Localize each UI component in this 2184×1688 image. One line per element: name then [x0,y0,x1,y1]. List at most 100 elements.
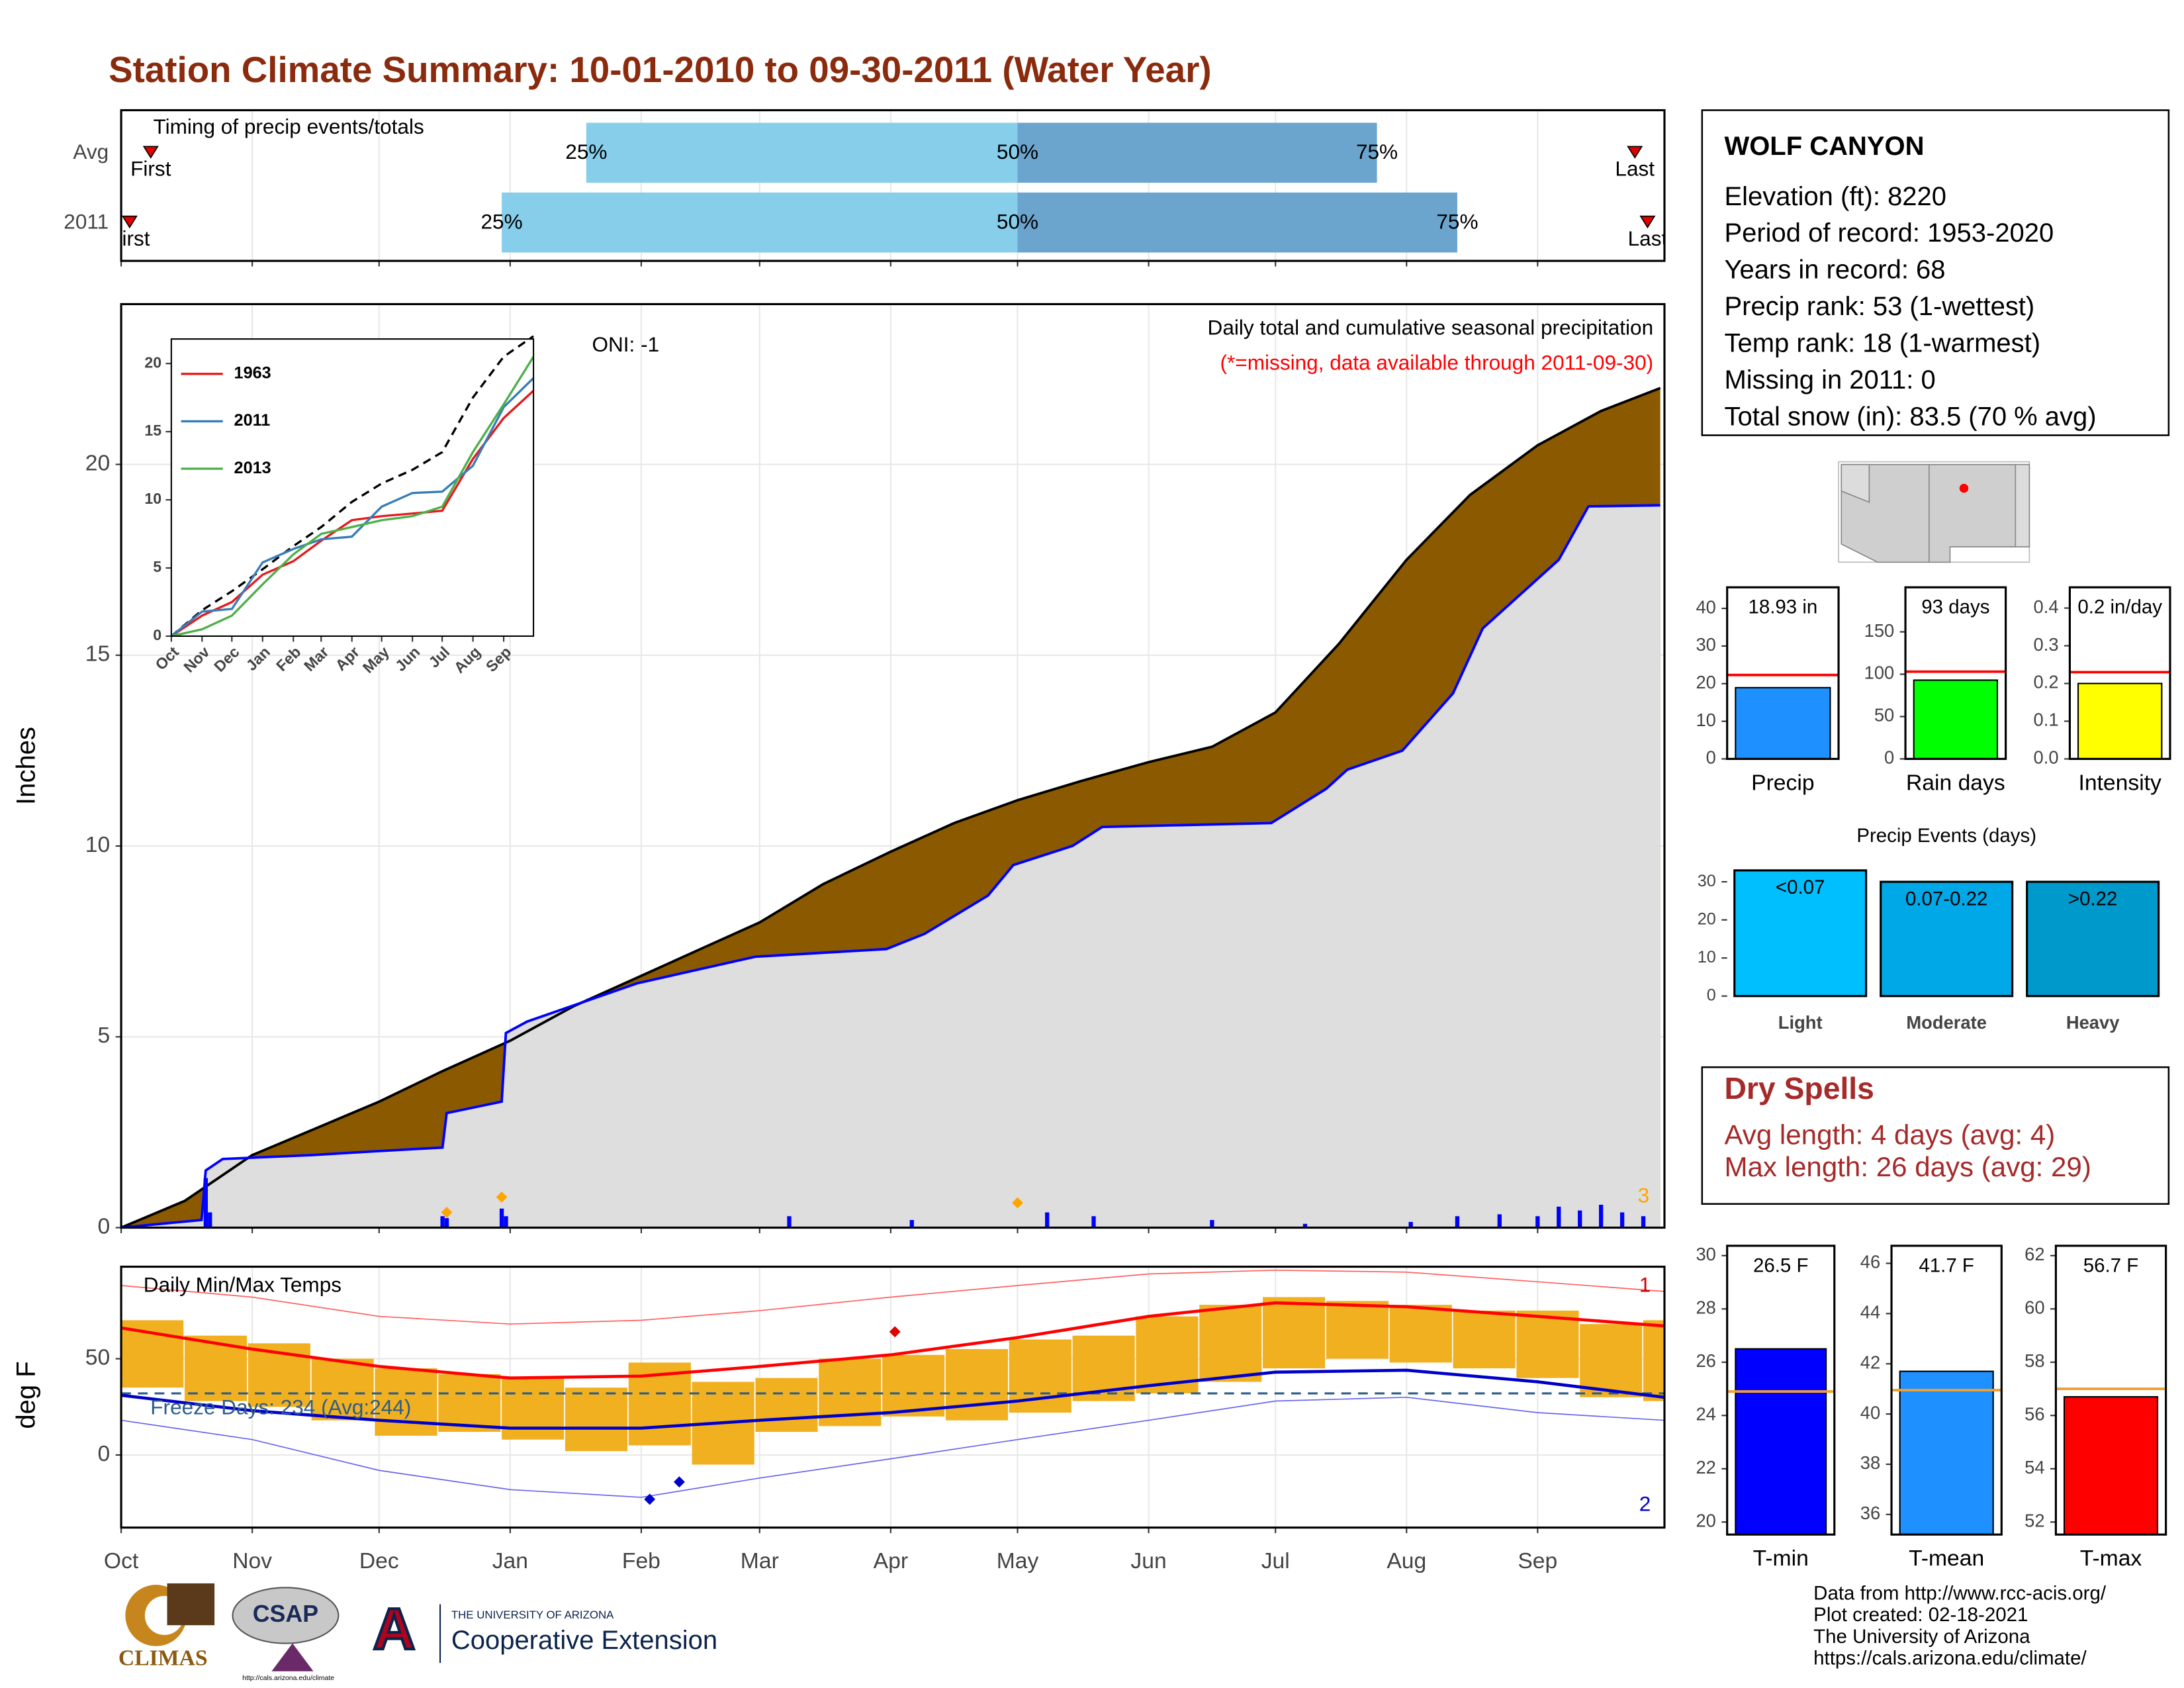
dry-spells-title: Dry Spells [1724,1071,1874,1105]
bar [1735,686,1831,760]
y-tick-label: 22 [1696,1457,1715,1477]
x-tick-label: Oct [104,1549,139,1573]
plot-frame [1726,1244,1836,1536]
chart-subtitle: Daily total and cumulative seasonal prec… [1208,316,1654,340]
credit-line: Data from http://www.rcc-acis.org/ [1813,1583,2107,1605]
bar [2026,880,2160,998]
bar [1913,679,1999,760]
y-tick-label: 0 [1706,747,1716,768]
x-tick-label: Heavy [2066,1012,2120,1033]
dry-spells-box [1701,1066,2170,1205]
daily-precip-bar [1641,1216,1646,1228]
x-tick-label: Sep [1518,1549,1557,1573]
x-tick-label: Jul [1261,1549,1290,1573]
plot-area: Timing of precip events/totals 25% 50% 75% F… [121,115,1664,253]
value-label: 56.7 F [2083,1254,2138,1276]
daily-precip-bar [1408,1221,1413,1228]
y-tick-label: 20 [144,353,161,371]
info-line: Years in record: 68 [1724,256,1945,285]
daily-precip-bar [787,1216,792,1228]
y-tick-label: 28 [1696,1297,1715,1318]
temp-range-bar [1580,1324,1643,1397]
y-tick-label: 150 [1864,620,1895,641]
y-tick-label: 60 [2025,1297,2044,1318]
info-line: Missing in 2011: 0 [1724,365,1935,395]
event-label: First [130,156,171,180]
corner-label: 2 [1639,1491,1651,1515]
daily-precip-bar [504,1216,508,1228]
info-box [1701,109,2170,436]
quartile-bar [502,192,1018,253]
y-tick-label: 15 [144,422,161,439]
daily-precip-bar [1619,1212,1625,1228]
event-label: Last [1615,156,1655,180]
x-tick-label: Nov [232,1549,272,1573]
credit-line: https://cals.arizona.edu/climate/ [1813,1648,2087,1669]
y-tick-label: 0.2 [2034,672,2059,692]
daily-precip-bar [909,1220,914,1228]
quartile-bar [586,122,1018,183]
y-tick-label: 0 [1707,986,1716,1004]
legend-label: 1963 [234,363,271,382]
logo-text: A [373,1596,416,1662]
bar [1733,869,1868,998]
page-title: Station Climate Summary: 10-01-2010 to 0… [109,49,1211,90]
y-tick-label: 20 [85,451,110,475]
y-tick-label: 24 [1696,1404,1715,1425]
station-name: WOLF CANYON [1724,132,1924,161]
corner-label: 3 [1638,1184,1650,1207]
info-line: Temp rank: 18 (1-warmest) [1724,329,2040,358]
bar [2063,1396,2159,1536]
inset-bg [171,339,534,636]
temp-range-bar [1516,1310,1579,1378]
y-tick-label: 46 [1860,1252,1880,1272]
value-label: 41.7 F [1919,1254,1974,1276]
cumulative-line [121,387,1661,1228]
plot-frame [120,109,1666,262]
y-tick-label: 40 [1860,1402,1880,1423]
daily-precip-bar [1210,1220,1214,1228]
y-tick-label: 44 [1860,1302,1880,1323]
panel-title: Daily Min/Max Temps [144,1272,341,1296]
y-tick-label: 20 [1698,910,1716,928]
credits: Data from http://www.rcc-acis.org/Plot c… [1813,1583,2107,1669]
y-tick-label: 10 [85,833,110,857]
daily-precip-bar [1455,1216,1460,1228]
y-tick-label: 42 [1860,1352,1880,1372]
temp-range-bar [945,1349,1009,1421]
info-line: Total snow (in): 83.5 (70 % avg) [1724,402,2096,431]
value-label: 0.2 in/day [2077,596,2162,618]
inset-line [170,335,535,637]
x-tick-label: Aug [1387,1549,1426,1573]
daily-precip-bar [203,1178,208,1228]
x-tick-label: Mar [741,1549,779,1573]
y-tick-label: 10 [144,490,161,507]
daily-precip-bar [1497,1214,1502,1228]
temp-range-bar [1199,1305,1262,1382]
bar [1880,880,2014,998]
x-tick-label: Intensity [2078,771,2161,795]
x-tick-label: May [997,1549,1039,1573]
bar [1899,1370,1994,1536]
value-label: 93 days [1921,596,1989,618]
y-tick-label: Avg [73,140,109,164]
y-tick-label: 0.0 [2034,747,2059,768]
plot-area [121,387,1661,1228]
y-tick-label: 10 [1698,948,1716,966]
y-tick-label: 36 [1860,1503,1880,1523]
plot-area [121,1269,1664,1505]
plot-frame [2068,586,2171,761]
x-tick-label: Feb [622,1549,660,1573]
x-tick-label: T-max [2080,1546,2142,1571]
y-tick-label: 54 [2025,1457,2044,1477]
percent-label: 75% [1356,140,1398,164]
quartile-bar [1017,192,1457,253]
oni-label: ONI: -1 [592,332,659,356]
y-tick-label: 20 [1696,672,1715,692]
plot-frame [1904,586,2007,761]
event-marker [121,215,138,229]
x-tick-label: Apr [874,1549,908,1573]
avg-temp-line [121,1368,1664,1430]
temp-range-bar [502,1378,565,1440]
